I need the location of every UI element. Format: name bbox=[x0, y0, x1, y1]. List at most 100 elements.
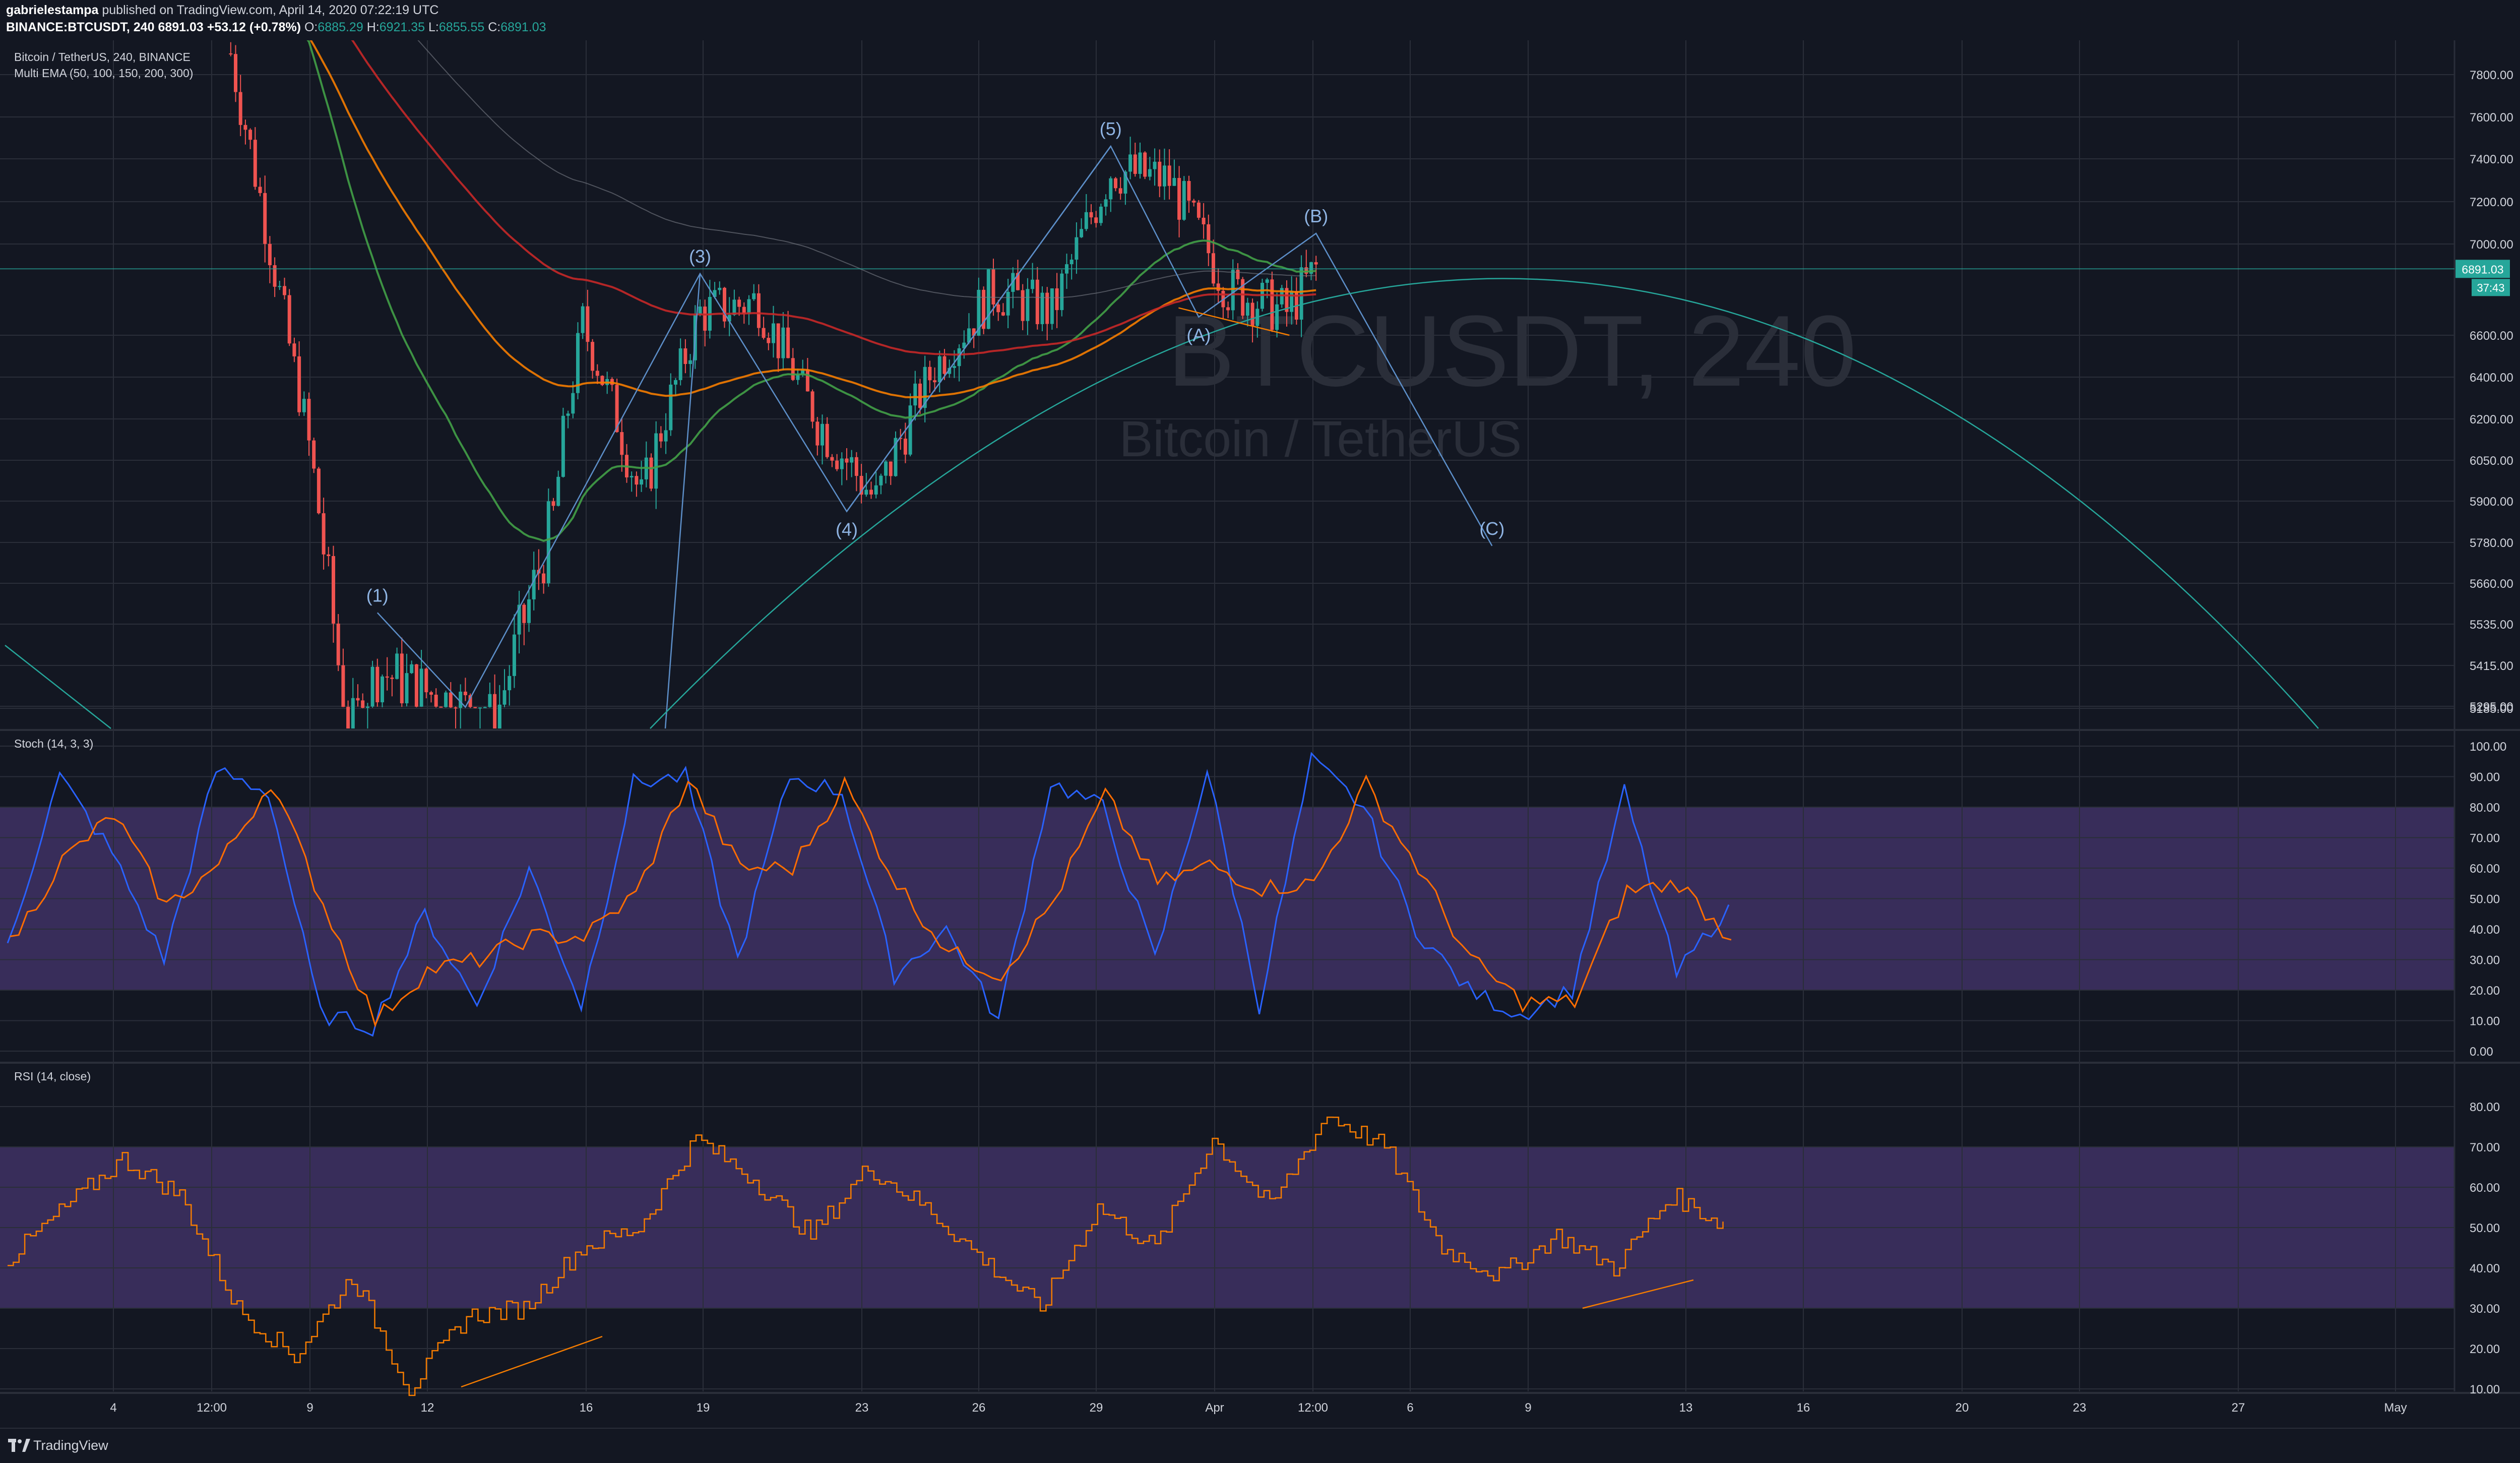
arc-left-line bbox=[5, 645, 111, 729]
candle-body bbox=[351, 698, 355, 728]
candle-body bbox=[419, 668, 423, 707]
watermark-symbol: BTCUSDT, 240 bbox=[1167, 295, 1856, 407]
candle-body bbox=[850, 457, 854, 463]
candle-body bbox=[913, 383, 917, 406]
candle-body bbox=[864, 490, 868, 495]
candle-body bbox=[1069, 259, 1074, 265]
candle-body bbox=[502, 690, 507, 705]
stoch-tick-label: 70.00 bbox=[2470, 832, 2500, 845]
tradingview-logo-icon[interactable] bbox=[7, 1436, 30, 1456]
wave-label: (5) bbox=[1100, 118, 1122, 139]
candle-body bbox=[1094, 217, 1098, 223]
candle-body bbox=[546, 501, 550, 584]
ema-50-line bbox=[306, 40, 1316, 542]
candle-body bbox=[952, 366, 956, 368]
symbol-watermark: BTCUSDT, 240 Bitcoin / TetherUS bbox=[1119, 295, 1857, 467]
candle-body bbox=[400, 653, 404, 704]
candle-body bbox=[556, 476, 560, 506]
candle-body bbox=[640, 479, 644, 485]
countdown-tag bbox=[2472, 279, 2510, 296]
chart-canvas[interactable]: BTCUSDT, 240 Bitcoin / TetherUS (1) (3) (4… bbox=[0, 40, 2520, 1428]
time-tick-label: 23 bbox=[855, 1401, 869, 1415]
candle-body bbox=[718, 287, 722, 290]
ema-indicator-title[interactable]: Multi EMA (50, 100, 150, 200, 300) bbox=[14, 67, 194, 80]
price-tick-label: 7000.00 bbox=[2470, 238, 2513, 252]
candle-body bbox=[732, 299, 736, 315]
candle-body bbox=[1128, 154, 1132, 172]
last-price-text: 6891.03 bbox=[2462, 263, 2503, 276]
rsi-pane-title[interactable]: RSI (14, close) bbox=[14, 1070, 91, 1083]
time-tick-label: 4 bbox=[110, 1401, 116, 1415]
candle-body bbox=[576, 333, 580, 393]
axes[interactable]: 7800.00 7600.00 7400.00 7200.00 7000.00 6600.… bbox=[110, 69, 2513, 1415]
candle-body bbox=[478, 707, 482, 709]
candle-body bbox=[1167, 165, 1171, 186]
last-price: 6891.03 bbox=[158, 20, 204, 34]
low-value: 6855.55 bbox=[438, 20, 485, 34]
candle-body bbox=[781, 327, 785, 358]
candle-body bbox=[341, 665, 345, 707]
rsi-tick-label: 40.00 bbox=[2470, 1262, 2500, 1275]
candle-body bbox=[742, 307, 746, 315]
candle-body bbox=[346, 707, 350, 728]
candle-body bbox=[1270, 279, 1274, 330]
time-tick-label: 12:00 bbox=[1298, 1401, 1328, 1415]
candle-body bbox=[840, 458, 844, 469]
price-tick-label: 5185.00 bbox=[2470, 702, 2513, 716]
price-tick-label: 7400.00 bbox=[2470, 153, 2513, 166]
candle-body bbox=[908, 405, 912, 455]
candle-body bbox=[517, 604, 521, 635]
candle-body bbox=[278, 286, 282, 287]
stoch-tick-label: 10.00 bbox=[2470, 1015, 2500, 1028]
candle-body bbox=[444, 692, 448, 707]
candle-body bbox=[586, 306, 590, 342]
elliott-wave-drawings[interactable]: (1) (3) (4) (5) (A) (B) (C) bbox=[5, 118, 2319, 1388]
candle-body bbox=[1290, 291, 1294, 312]
candle-body bbox=[678, 348, 682, 380]
stoch-k-line bbox=[7, 752, 1730, 1037]
candle-body bbox=[894, 438, 898, 476]
price-divergence-line bbox=[1178, 307, 1290, 336]
time-tick-label: 13 bbox=[1679, 1401, 1693, 1415]
time-tick-label: 23 bbox=[2073, 1401, 2087, 1415]
rsi-series[interactable] bbox=[8, 1116, 1724, 1396]
candle-body bbox=[1060, 273, 1064, 311]
candle-body bbox=[1202, 217, 1206, 224]
candle-body bbox=[928, 367, 932, 381]
stoch-pane-title[interactable]: Stoch (14, 3, 3) bbox=[14, 737, 94, 750]
price-tick-label: 6400.00 bbox=[2470, 371, 2513, 385]
candle-body bbox=[1177, 177, 1181, 220]
candle-body bbox=[327, 554, 331, 556]
candlestick-series[interactable] bbox=[229, 42, 1318, 728]
time-tick-label: 16 bbox=[580, 1401, 593, 1415]
candle-body bbox=[473, 707, 477, 708]
candle-body bbox=[982, 289, 986, 329]
candle-body bbox=[747, 299, 751, 315]
candle-body bbox=[595, 371, 599, 376]
candle-body bbox=[488, 694, 492, 707]
candle-body bbox=[713, 290, 717, 297]
author-name[interactable]: gabrielestampa bbox=[6, 3, 99, 17]
candle-body bbox=[649, 457, 653, 489]
price-tick-label: 5900.00 bbox=[2470, 495, 2513, 509]
candle-body bbox=[1109, 178, 1113, 200]
candle-body bbox=[370, 666, 374, 707]
time-tick-label: 19 bbox=[697, 1401, 710, 1415]
ema-lines[interactable] bbox=[231, 40, 1316, 542]
candle-body bbox=[810, 391, 814, 422]
price-pane-title[interactable]: Bitcoin / TetherUS, 240, BINANCE bbox=[14, 50, 191, 64]
time-tick-label: 9 bbox=[1525, 1401, 1531, 1415]
candle-body bbox=[336, 623, 340, 665]
rsi-tick-label: 20.00 bbox=[2470, 1343, 2500, 1356]
candle-body bbox=[986, 269, 990, 329]
candle-body bbox=[542, 573, 546, 584]
candle-body bbox=[1226, 307, 1230, 311]
tradingview-brand[interactable]: TradingView bbox=[33, 1438, 108, 1453]
candle-body bbox=[1250, 302, 1254, 326]
candle-body bbox=[283, 286, 286, 295]
candle-body bbox=[1143, 152, 1147, 177]
candle-body bbox=[1104, 199, 1108, 207]
candle-body bbox=[243, 125, 247, 130]
stoch-series[interactable] bbox=[7, 752, 1732, 1037]
candle-body bbox=[879, 475, 883, 485]
